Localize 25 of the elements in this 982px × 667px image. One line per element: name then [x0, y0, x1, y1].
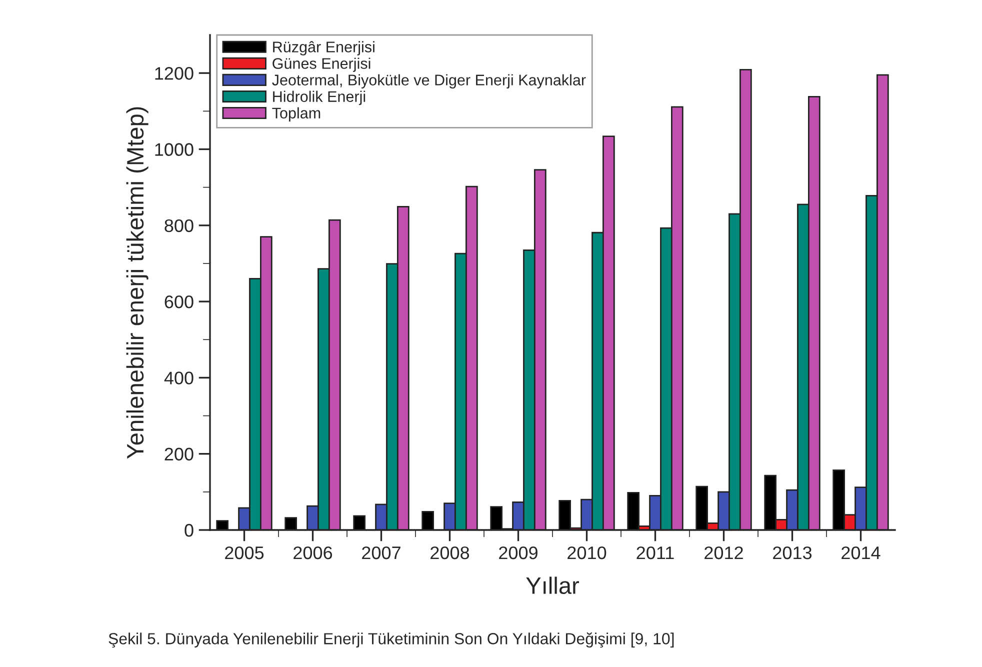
x-tick-label: 2010: [568, 546, 606, 560]
legend-label: Jeotermal, Biyokütle ve Diger Enerji Kaynaklar: [272, 74, 586, 88]
legend-label: Hidrolik Enerji: [273, 90, 366, 106]
x-tick-label: 2005: [225, 546, 264, 560]
x-tick-label: 2008: [430, 546, 470, 560]
legend-label: Günes Enerjisi: [272, 58, 370, 72]
y-tick-label: 200: [164, 448, 194, 461]
y-tick-label: 600: [164, 295, 194, 308]
x-tick-label: 2006: [294, 546, 332, 560]
y-tick-label: 1000: [155, 143, 194, 156]
y-tick-label: 0: [184, 524, 194, 537]
y-tick-label: 400: [164, 372, 194, 384]
x-tick-label: 2009: [499, 546, 538, 560]
legend-label: Toplam: [272, 107, 320, 122]
x-tick-label: 2013: [773, 546, 812, 560]
x-tick-label: 2014: [842, 546, 880, 560]
y-tick-label: 800: [164, 219, 194, 232]
legend-label: Rüzgâr Enerjisi: [273, 41, 374, 56]
y-tick-label: 1200: [155, 67, 194, 80]
x-tick-label: 2007: [362, 546, 400, 560]
y-axis-title: Yenilenebilir enerji tüketimi (Mtep): [126, 107, 148, 459]
text: Şekil 5. Dünyada Yenilenebilir Enerji Tüketiminin Son On Yıldaki Değişimi [9, 10]: [108, 632, 674, 648]
x-tick-label: 2012: [704, 546, 743, 560]
x-axis-title: Yıllar: [526, 576, 580, 594]
x-tick-label: 2011: [636, 546, 674, 560]
